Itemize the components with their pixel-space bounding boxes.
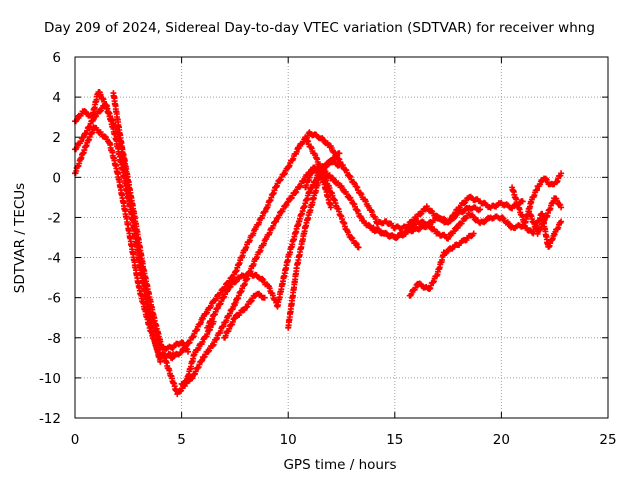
axis-ticks bbox=[74, 56, 609, 419]
x-tick-label: 20 bbox=[493, 432, 510, 448]
satellite-track-16 bbox=[526, 195, 565, 237]
x-axis-label: GPS time / hours bbox=[283, 457, 397, 473]
x-tick-label: 5 bbox=[177, 432, 186, 448]
satellite-track-13 bbox=[406, 230, 477, 299]
y-tick-label: -10 bbox=[39, 371, 61, 387]
y-tick-label: 0 bbox=[52, 170, 61, 186]
marker-path bbox=[526, 195, 565, 237]
satellite-track-11 bbox=[302, 164, 334, 211]
marker-path bbox=[302, 164, 334, 211]
y-tick-label: 6 bbox=[52, 50, 61, 66]
marker-path bbox=[72, 103, 217, 398]
satellite-track-8 bbox=[221, 290, 268, 341]
marker-path bbox=[221, 290, 268, 341]
y-tick-label: 2 bbox=[52, 130, 61, 146]
x-tick-label: 25 bbox=[599, 432, 616, 448]
y-tick-label: -8 bbox=[48, 331, 61, 347]
plot-frame bbox=[74, 56, 609, 419]
x-tick-label: 0 bbox=[71, 432, 80, 448]
y-tick-label: -6 bbox=[48, 291, 61, 307]
satellite-track-3 bbox=[72, 103, 217, 398]
satellite-track-4 bbox=[110, 90, 164, 365]
y-axis-label: SDTVAR / TECUs bbox=[12, 182, 28, 294]
satellite-track-12 bbox=[370, 204, 484, 241]
data-points bbox=[72, 89, 565, 398]
y-tick-label: -4 bbox=[48, 251, 61, 267]
y-tick-label: -2 bbox=[48, 210, 61, 226]
tick-labels: 0 5 10 15 20 25 -12 -10 -8 -6 -4 -2 0 2 4 6 bbox=[39, 50, 617, 448]
grid-lines bbox=[75, 57, 608, 418]
x-tick-label: 10 bbox=[280, 432, 297, 448]
marker-path bbox=[370, 204, 484, 241]
y-tick-label: 4 bbox=[52, 90, 61, 106]
x-tick-label: 15 bbox=[386, 432, 403, 448]
marker-path bbox=[406, 230, 477, 299]
y-tick-label: -12 bbox=[39, 411, 61, 427]
chart-title: Day 209 of 2024, Sidereal Day-to-day VTE… bbox=[44, 20, 595, 36]
marker-path bbox=[110, 90, 164, 365]
